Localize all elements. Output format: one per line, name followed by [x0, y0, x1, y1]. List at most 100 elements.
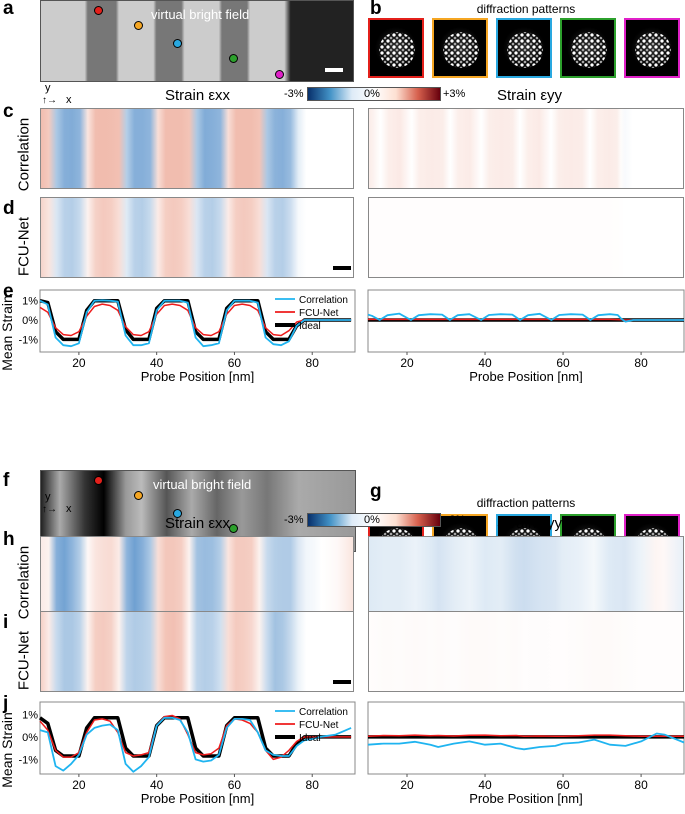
panel-label-d: d	[3, 198, 15, 219]
diffraction-spots	[507, 32, 543, 68]
axis-arrows-icon: ↑→	[42, 95, 57, 106]
x-tick-label: 60	[556, 778, 570, 792]
diffraction-title: diffraction patterns	[476, 2, 576, 16]
legend-label: FCU-Net	[299, 720, 339, 731]
y-tick-label: 1%	[22, 296, 38, 308]
probe-marker-red	[94, 6, 103, 15]
y-tick-label: 1%	[22, 709, 38, 721]
colorbar-max: +3%	[443, 88, 466, 100]
x-tick-label: 80	[634, 356, 648, 370]
panel-label-i: i	[3, 612, 9, 633]
x-tick-label: 40	[150, 356, 164, 370]
panel-label-f: f	[3, 470, 10, 491]
legend-label: FCU-Net	[299, 308, 339, 319]
row-label-correlation: Correlation	[15, 117, 33, 192]
y-tick-label: -1%	[18, 754, 38, 766]
x-tick-label: 20	[400, 356, 414, 370]
scale-bar	[333, 680, 351, 684]
probe-marker-magenta	[275, 70, 284, 79]
probe-marker-green	[229, 54, 238, 63]
colorbar-min: -3%	[284, 88, 304, 100]
x-axis-label: Probe Position [nm]	[141, 369, 254, 383]
series-line-fcunet	[367, 734, 684, 737]
series-line-correlation	[367, 312, 684, 323]
strain-map-correlation-xx	[40, 536, 354, 617]
line-plot-j-xx: 20 40 60 80 Probe Position [nm] 1% 0% -1%Mean S…	[0, 701, 356, 806]
axis-x-label: x	[66, 503, 72, 515]
strain-yy-title: Strain εyy	[497, 515, 563, 532]
panel-label-a: a	[3, 0, 14, 19]
strain-map-fcunet-yy	[368, 611, 684, 692]
x-axis-label: Probe Position [nm]	[141, 791, 254, 806]
strain-map-correlation-yy	[368, 108, 684, 189]
colorbar-min: -3%	[284, 514, 304, 526]
diffraction-pattern-tile	[432, 18, 488, 78]
probe-marker-blue	[173, 39, 182, 48]
colorbar	[307, 513, 441, 527]
plot-frame	[39, 701, 356, 775]
y-tick-label: -1%	[18, 334, 38, 346]
y-tick-label: 0%	[22, 315, 38, 327]
row-label-fcunet: FCU-Net	[15, 216, 33, 277]
x-tick-label: 80	[306, 778, 320, 792]
axes-indicator: y ↑→ x	[42, 491, 76, 516]
plot-frame	[39, 289, 356, 353]
x-axis-label: Probe Position [nm]	[469, 369, 582, 383]
y-axis-label: Mean Strain	[0, 712, 15, 787]
y-axis-label: Mean Strain	[0, 295, 15, 370]
diffraction-spots	[379, 32, 415, 68]
diffraction-pattern-tile	[624, 18, 680, 78]
colorbar-max: +3%	[443, 514, 466, 526]
x-tick-label: 20	[72, 778, 86, 792]
x-tick-label: 40	[478, 778, 492, 792]
diffraction-pattern-tile	[560, 18, 616, 78]
x-axis-label: Probe Position [nm]	[469, 791, 582, 806]
panel-label-e: e	[3, 281, 14, 302]
x-tick-label: 80	[306, 356, 320, 370]
panel-label-h: h	[3, 529, 15, 550]
x-tick-label: 20	[400, 778, 414, 792]
axes-indicator: y ↑→ x	[42, 83, 76, 107]
series-line-correlation	[39, 716, 352, 773]
legend-label: Correlation	[299, 295, 348, 306]
colorbar-mid: 0%	[364, 514, 380, 526]
x-tick-label: 80	[634, 778, 648, 792]
probe-marker-orange	[134, 21, 143, 30]
strain-map-correlation-xx	[40, 108, 354, 189]
x-tick-label: 60	[228, 356, 242, 370]
strain-xx-title: Strain εxx	[165, 87, 231, 104]
axis-x-label: x	[66, 94, 72, 106]
strain-xx-title: Strain εxx	[165, 515, 231, 532]
legend-label: Ideal	[299, 321, 321, 332]
row-label-correlation: Correlation	[15, 545, 33, 620]
colorbar	[307, 87, 441, 101]
virtual-bright-field-image-a: virtual bright field	[40, 0, 354, 82]
scale-bar	[325, 68, 343, 72]
diffraction-spots	[635, 32, 671, 68]
x-tick-label: 40	[150, 778, 164, 792]
colorbar-mid: 0%	[364, 88, 380, 100]
strain-yy-title: Strain εyy	[497, 87, 563, 104]
x-tick-label: 60	[228, 778, 242, 792]
line-plot-j-yy: 20 40 60 80 Probe Position [nm]	[367, 701, 685, 806]
diffraction-spots	[571, 32, 607, 68]
vbf-title: virtual bright field	[151, 7, 250, 22]
strain-map-correlation-yy	[368, 536, 684, 617]
x-tick-label: 60	[556, 356, 570, 370]
axis-y-label: y	[45, 491, 51, 503]
series-line-fcunet	[39, 714, 352, 761]
scale-bar	[333, 266, 351, 270]
diffraction-spots	[443, 32, 479, 68]
strain-map-fcunet-yy	[368, 197, 684, 278]
x-tick-label: 40	[478, 356, 492, 370]
probe-marker-orange	[134, 491, 143, 500]
line-plot-e-yy: 20 40 60 80 Probe Position [nm]	[367, 289, 685, 383]
panel-label-g: g	[370, 481, 382, 502]
legend-label: Correlation	[299, 707, 348, 718]
line-plot-e-xx: 20 40 60 80 Probe Position [nm] 1% 0% -1%Mean S…	[0, 289, 356, 383]
probe-marker-blue	[173, 509, 182, 518]
probe-marker-red	[94, 476, 103, 485]
y-tick-label: 0%	[22, 732, 38, 744]
series-line-ideal	[38, 716, 352, 758]
